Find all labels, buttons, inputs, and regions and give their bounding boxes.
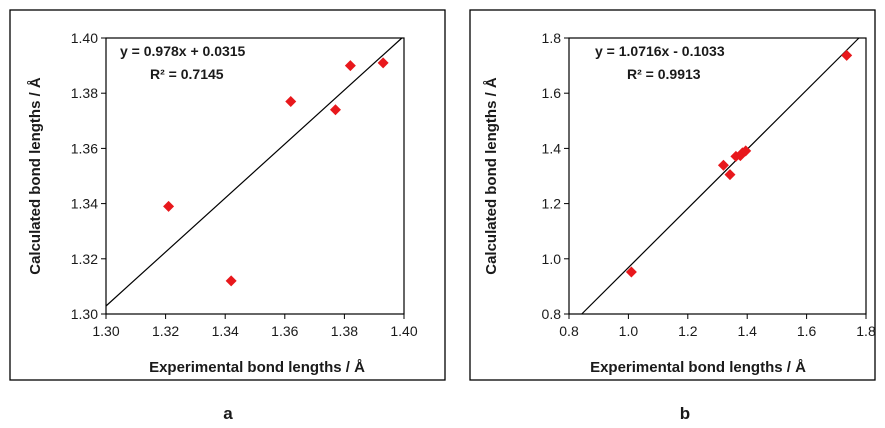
- data-point-a: [344, 60, 356, 72]
- data-point-a: [329, 104, 341, 116]
- x-tick-label-b: 1.6: [797, 323, 817, 339]
- y-tick-label-a: 1.36: [71, 140, 98, 156]
- x-tick-label-a: 1.40: [390, 323, 417, 339]
- x-tick-label-b: 1.2: [678, 323, 698, 339]
- equation-a: y = 0.978x + 0.0315: [120, 43, 246, 59]
- y-tick-label-b: 1.6: [542, 85, 562, 101]
- data-point-b: [841, 49, 853, 61]
- trendline-a: [105, 37, 403, 307]
- x-tick-label-a: 1.32: [152, 323, 179, 339]
- x-tick-label-b: 1.8: [856, 323, 876, 339]
- data-point-a: [377, 57, 389, 69]
- x-tick-label-b: 1.4: [737, 323, 757, 339]
- plot-area-a: 1.30 1.32 1.34 1.36 1.38 1.40 1.30 1.32 1.34 1.36…: [71, 30, 418, 339]
- data-point-b: [717, 159, 729, 171]
- y-tick-label-b: 1.0: [542, 251, 562, 267]
- panel-b-frame: [469, 9, 876, 381]
- y-axis-title-a: Calculated bond lengths / Å: [27, 77, 44, 275]
- x-tick-label-a: 1.34: [212, 323, 239, 339]
- r-squared-a: R² = 0.7145: [150, 66, 224, 82]
- x-tick-label-a: 1.30: [92, 323, 119, 339]
- data-point-a: [225, 275, 237, 287]
- data-point-b: [625, 266, 637, 278]
- equation-b: y = 1.0716x - 0.1033: [595, 43, 725, 59]
- x-tick-label-b: 1.0: [619, 323, 639, 339]
- r-squared-b: R² = 0.9913: [627, 66, 701, 82]
- plot-box-a: [105, 37, 405, 315]
- data-point-a: [163, 200, 175, 212]
- panel-label-a: a: [223, 404, 233, 423]
- x-axis-title-b: Experimental bond lengths / Å: [590, 359, 806, 376]
- trendline-b: [581, 37, 860, 315]
- y-tick-label-b: 1.2: [542, 196, 562, 212]
- y-tick-label-b: 1.8: [542, 30, 562, 46]
- panel-a: 1.30 1.32 1.34 1.36 1.38 1.40 1.30 1.32 1.34 1.36…: [9, 9, 446, 423]
- y-tick-label-a: 1.40: [71, 30, 98, 46]
- y-tick-label-a: 1.32: [71, 251, 98, 267]
- x-axis-title-a: Experimental bond lengths / Å: [149, 359, 365, 376]
- y-tick-label-a: 1.38: [71, 85, 98, 101]
- x-tick-label-b: 0.8: [559, 323, 579, 339]
- data-point-b: [740, 145, 752, 157]
- y-tick-label-b: 1.4: [542, 140, 562, 156]
- plot-area-b: 0.8 1.0 1.2 1.4 1.6 1.8 0.8 1.0 1.2 1.4 1.6 1.8: [542, 30, 876, 339]
- panel-label-b: b: [680, 404, 690, 423]
- panel-a-frame: [9, 9, 446, 381]
- plot-box-b: [568, 37, 867, 315]
- y-axis-title-b: Calculated bond lengths / Å: [483, 77, 500, 275]
- panel-b: 0.8 1.0 1.2 1.4 1.6 1.8 0.8 1.0 1.2 1.4 1.6 1.8 Exp…: [469, 9, 876, 423]
- y-tick-label-a: 1.30: [71, 306, 98, 322]
- x-tick-label-a: 1.38: [331, 323, 358, 339]
- y-tick-label-a: 1.34: [71, 196, 98, 212]
- x-tick-label-a: 1.36: [271, 323, 298, 339]
- data-point-a: [285, 95, 297, 107]
- y-tick-label-b: 0.8: [542, 306, 562, 322]
- data-point-b: [724, 169, 736, 181]
